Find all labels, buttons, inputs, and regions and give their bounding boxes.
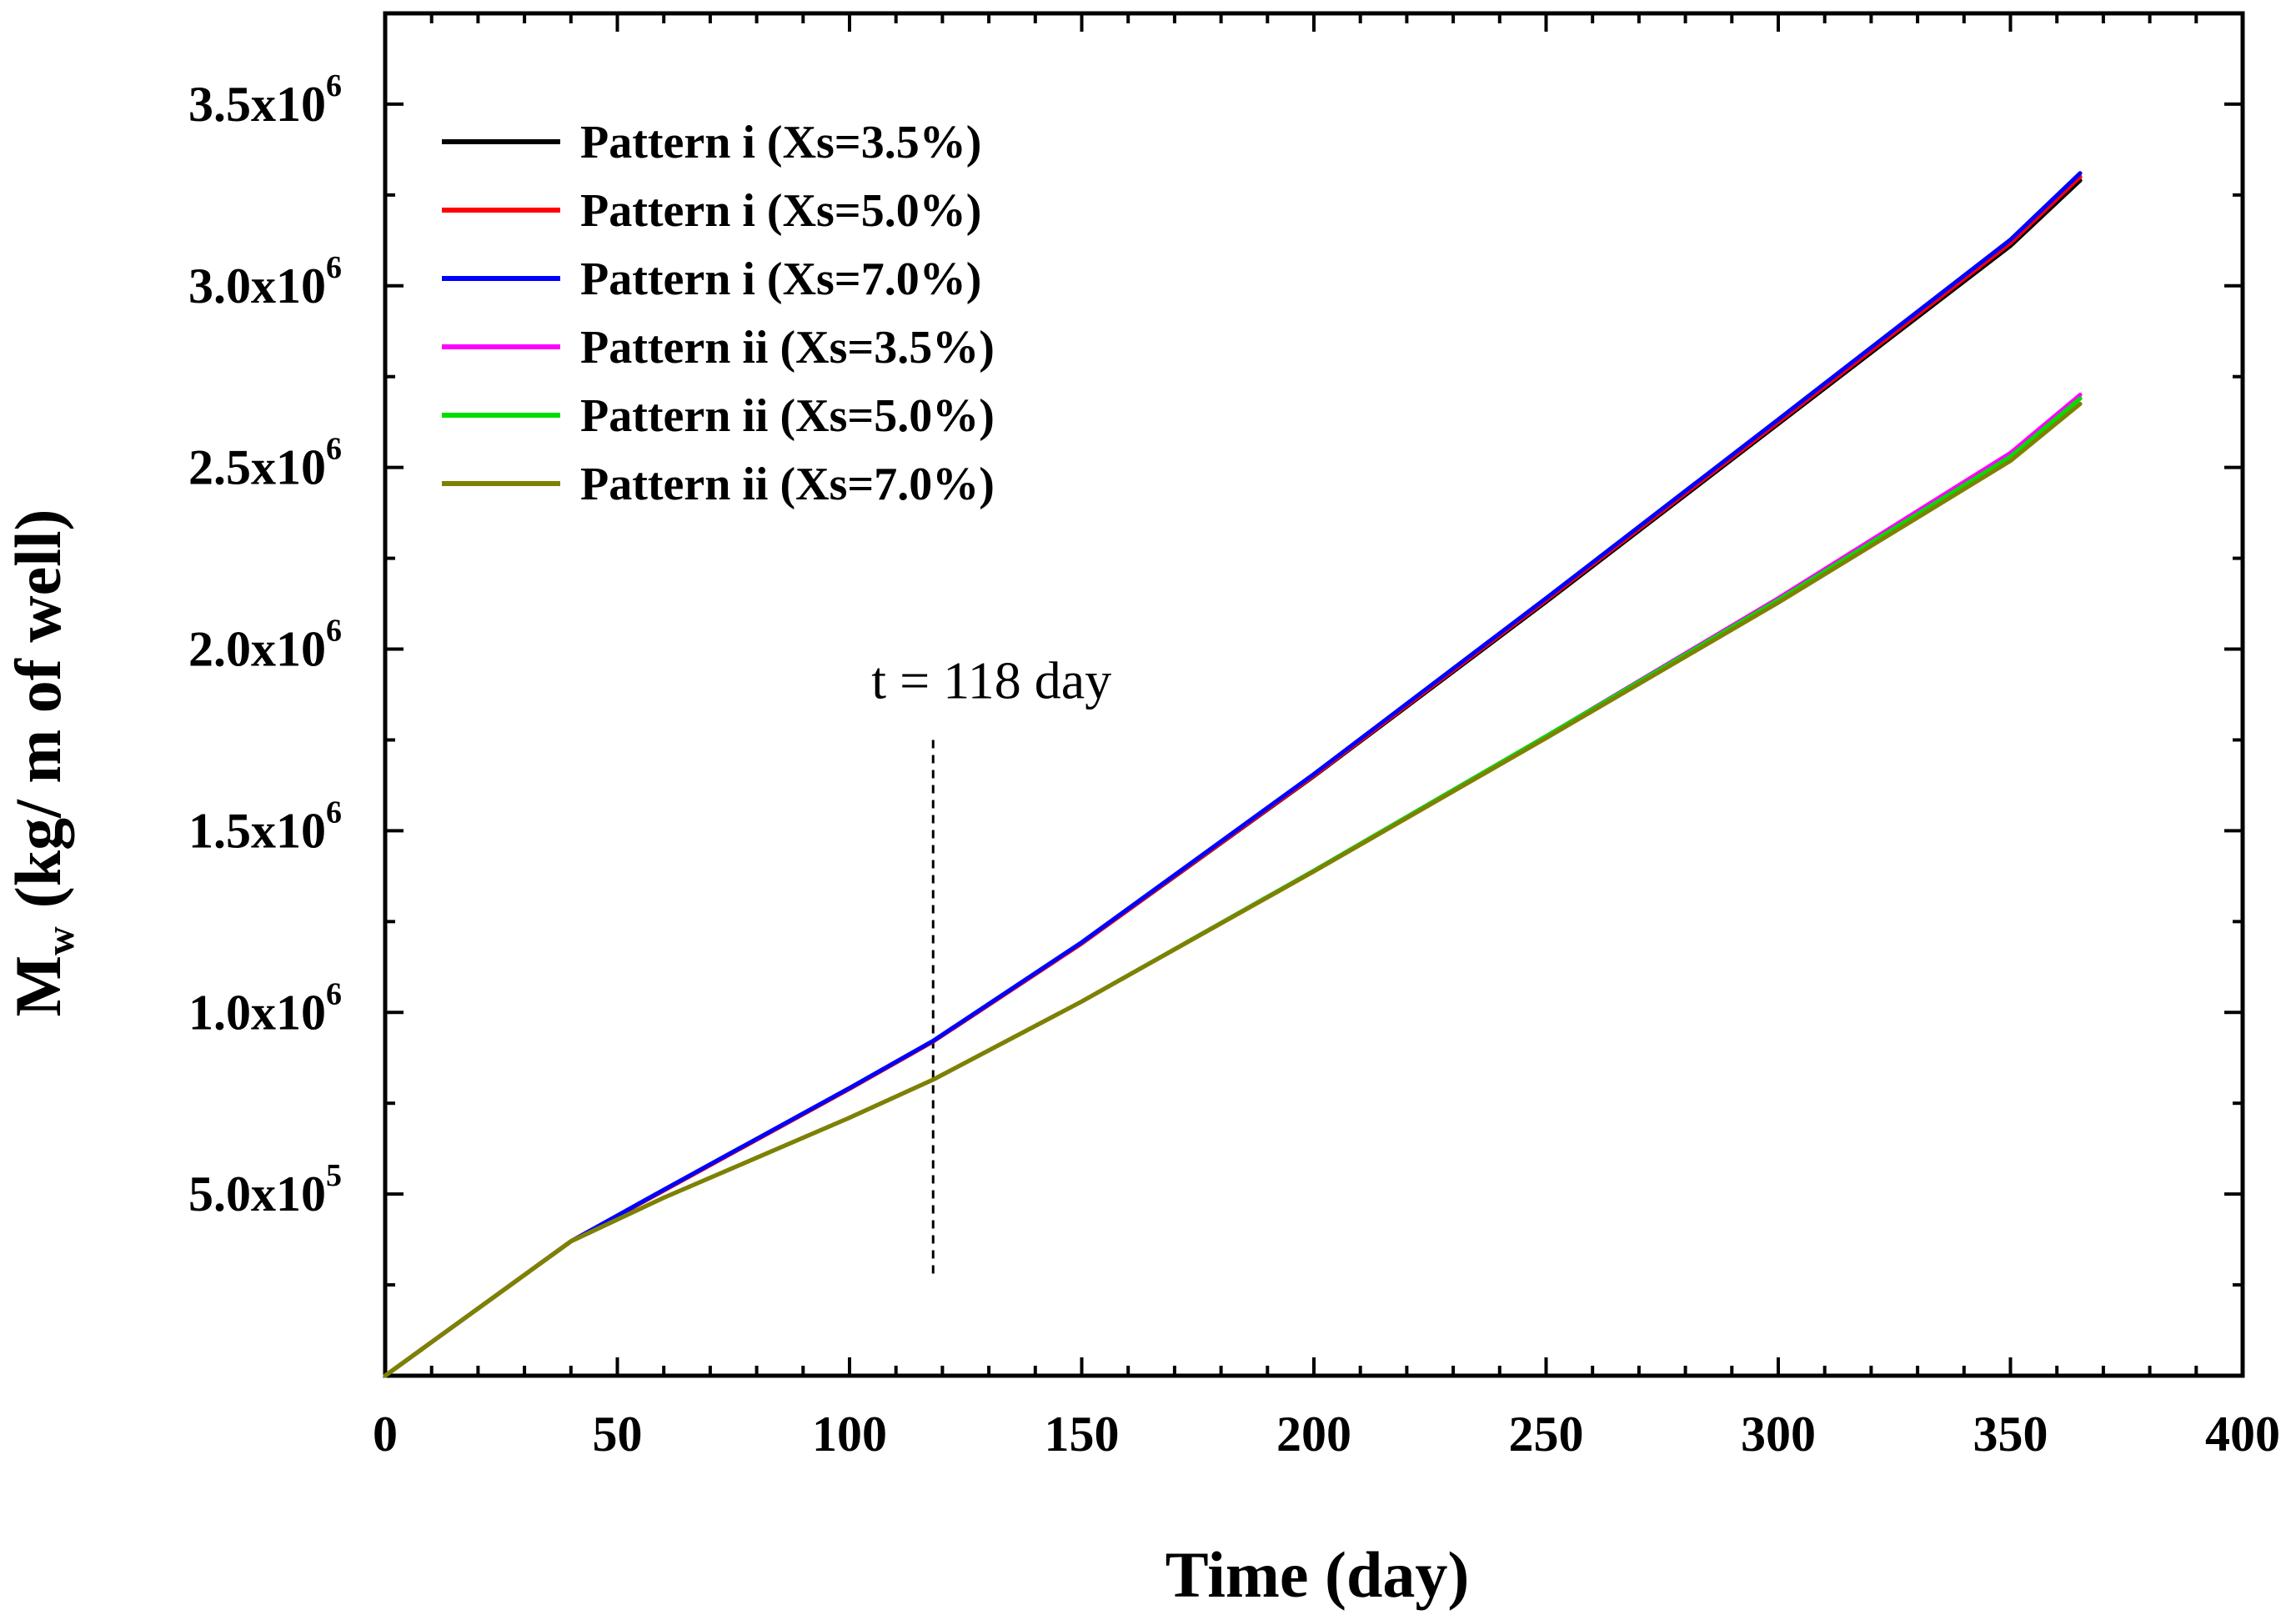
legend-label-2: Pattern i (Xs=5.0%) [580,185,981,237]
series-line-4 [383,393,2083,1378]
series-line-5 [383,396,2083,1378]
y-tick-exponent: 5 [326,1158,342,1193]
series-line-6 [383,401,2083,1378]
legend-label-1: Pattern i (Xs=3.5%) [580,117,981,168]
x-tick-label: 100 [812,1407,887,1462]
y-tick-mantissa: 1.0x10 [188,985,326,1040]
legend-label-6: Pattern ii (Xs=7.0%) [580,459,995,510]
y-tick-exponent: 6 [326,432,342,467]
legend: Pattern i (Xs=3.5%) Pattern i (Xs=5.0%) Pa… [442,117,995,510]
y-axis-subscript: w [38,926,83,955]
legend-label-3: Pattern i (Xs=7.0%) [580,253,981,305]
x-tick-label: 0 [373,1407,398,1462]
y-tick-mantissa: 3.5x10 [188,77,326,132]
y-axis-title: Mw (kg/ m of well) [2,509,83,1016]
x-tick-label: 200 [1276,1407,1351,1462]
x-tick-label: 250 [1509,1407,1584,1462]
y-tick-label: 1.0x106 [188,976,342,1040]
y-tick-label: 3.5x106 [188,68,342,132]
y-axis: 5.0x1051.0x1061.5x1062.0x1062.5x1063.0x1… [188,12,2243,1287]
x-axis: 0 50 100 150 200 250 300 350 400 [373,13,2280,1462]
y-axis-units: (kg/ m of well) [2,509,74,908]
y-tick-exponent: 6 [326,250,342,285]
y-tick-label: 1.5x106 [188,795,342,858]
x-tick-label: 300 [1741,1407,1816,1462]
x-tick-label: 50 [593,1407,643,1462]
x-tick-label: 150 [1045,1407,1120,1462]
y-tick-exponent: 6 [326,795,342,830]
y-tick-exponent: 6 [326,68,342,103]
y-tick-label: 3.0x106 [188,250,342,313]
legend-label-4: Pattern ii (Xs=3.5%) [580,322,995,374]
x-axis-title: Time (day) [1166,1538,1470,1611]
legend-label-5: Pattern ii (Xs=5.0%) [580,390,995,442]
annotation-layer: t = 118 day [871,650,1111,1274]
y-tick-mantissa: 2.5x10 [188,440,326,495]
y-tick-mantissa: 5.0x10 [188,1166,326,1221]
y-tick-mantissa: 2.0x10 [188,622,326,677]
y-tick-label: 2.5x106 [188,432,342,495]
x-tick-label: 400 [2205,1407,2280,1462]
series-line-3 [383,171,2083,1378]
y-tick-exponent: 6 [326,614,342,649]
x-tick-label: 350 [1973,1407,2048,1462]
y-tick-exponent: 6 [326,976,342,1011]
annotation-label: t = 118 day [871,650,1111,710]
y-tick-label: 2.0x106 [188,614,342,677]
y-tick-label: 5.0x105 [188,1158,342,1221]
y-axis-symbol: M [2,955,74,1017]
y-tick-mantissa: 1.5x10 [188,803,326,858]
y-tick-mantissa: 3.0x10 [188,258,326,313]
series-layer [383,171,2083,1378]
